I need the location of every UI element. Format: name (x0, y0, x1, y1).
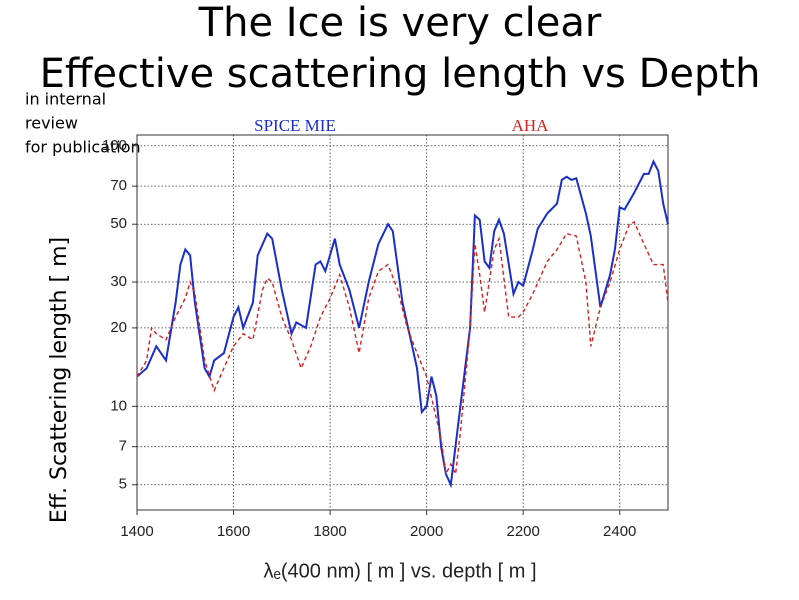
slide-title: The Ice is very clear (198, 0, 602, 46)
x-tick-label: 1800 (313, 523, 346, 540)
annotation: review (25, 114, 78, 133)
plot-frame (136, 134, 669, 511)
x-axis-label: λₑ(400 nm) [ m ] vs. depth [ m ] (263, 560, 536, 582)
y-tick-label: 20 (110, 319, 127, 336)
series-line (136, 221, 669, 477)
annotation: for publication (25, 138, 141, 157)
y-tick-label: 100 (102, 137, 127, 154)
y-tick-label: 70 (110, 177, 127, 194)
x-tick-label: 1600 (217, 523, 250, 540)
y-axis-label: Eff. Scattering length [ m] (47, 237, 72, 523)
y-tick-label: 5 (119, 476, 127, 493)
series-line (136, 159, 669, 489)
legend-label: SPICE MIE (254, 116, 336, 135)
slide-subtitle: Effective scattering length vs Depth (40, 51, 761, 97)
x-tick-label: 1400 (120, 523, 153, 540)
y-tick-label: 10 (110, 397, 127, 414)
y-tick-label: 50 (110, 215, 127, 232)
y-tick-label: 7 (119, 438, 127, 455)
x-tick-label: 2000 (410, 523, 443, 540)
annotation: in internal (25, 90, 106, 109)
x-tick-label: 2400 (603, 523, 636, 540)
x-tick-label: 2200 (506, 523, 539, 540)
y-tick-label: 30 (110, 273, 127, 290)
legend-label: AHA (512, 116, 550, 135)
